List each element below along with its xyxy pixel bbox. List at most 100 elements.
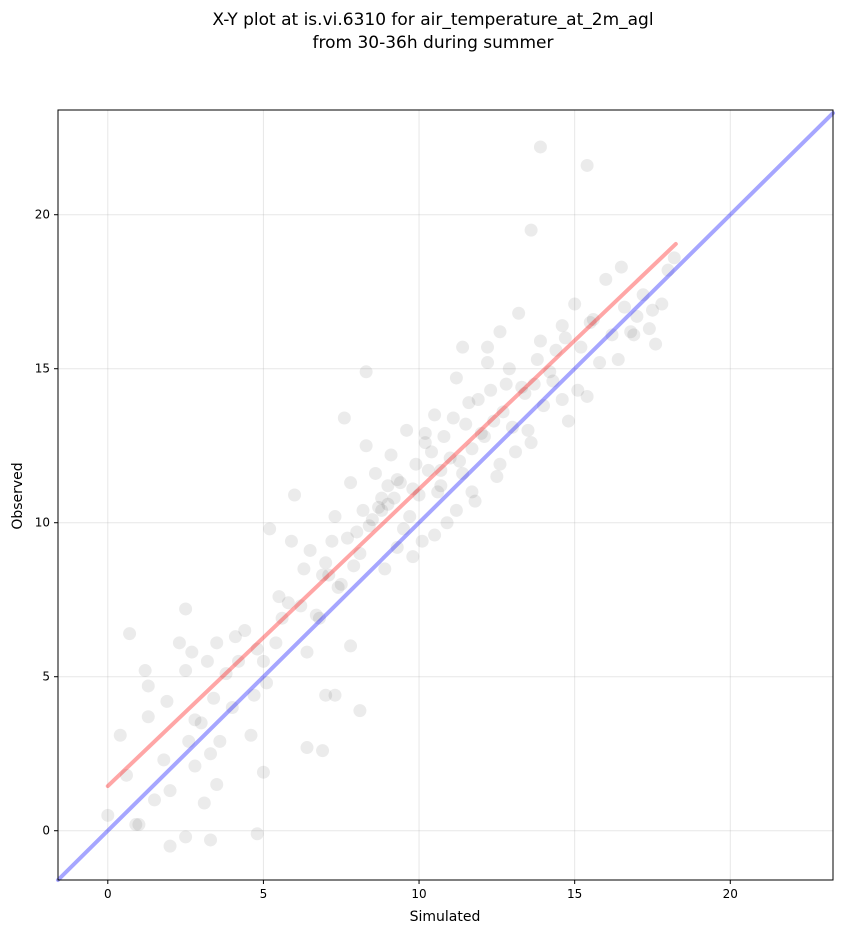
scatter-point [319,556,333,570]
scatter-point [375,503,389,517]
scatter-point [247,688,261,702]
chart-title-line-1: X-Y plot at is.vi.6310 for air_temperatu… [212,10,653,30]
scatter-point [372,500,386,514]
scatter-point [210,778,224,792]
scatter-point [384,448,398,462]
scatter-point [284,534,298,548]
scatter-point [359,365,373,379]
scatter-point [543,365,557,379]
scatter-point [512,306,526,320]
scatter-point [244,728,258,742]
scatter-point [390,473,404,487]
y-tick-label: 0 [42,824,50,838]
scatter-point [481,356,495,370]
scatter-point [456,340,470,354]
scatter-point [378,562,392,576]
scatter-point [219,667,233,681]
scatter-point [502,362,516,376]
scatter-point [381,479,395,493]
scatter-point [655,297,669,311]
scatter-point [627,328,641,342]
scatter-point [493,325,507,339]
scatter-point [113,728,127,742]
scatter-point [406,482,420,496]
scatter-point [297,562,311,576]
scatter-point [188,713,202,727]
scatter-point [350,525,364,539]
scatter-point [353,704,367,718]
scatter-point [263,522,277,536]
scatter-point [344,639,358,653]
scatter-point [303,543,317,557]
scatter-point [530,352,544,366]
scatter-point [316,568,330,582]
scatter-point [194,716,208,730]
scatter-point [533,140,547,154]
scatter-point [325,534,339,548]
x-tick-label: 0 [104,887,112,901]
scatter-point [319,688,333,702]
scatter-point [465,485,479,499]
scatter-point [524,223,538,237]
scatter-point [157,753,171,767]
scatter-point [424,445,438,459]
scatter-point [353,547,367,561]
identity-line-blue [56,111,835,882]
scatter-point [294,599,308,613]
scatter-point [443,451,457,465]
scatter-point [359,439,373,453]
scatter-point [368,466,382,480]
scatter-point [555,393,569,407]
scatter-point [521,423,535,437]
scatter-point [586,312,600,326]
scatter-point [356,503,370,517]
y-tick-label: 15 [35,362,50,376]
plot-frame [57,109,834,881]
scatter-point [141,679,155,693]
scatter-point [440,516,454,530]
scatter-point [337,411,351,425]
scatter-point [160,694,174,708]
scatter-point [605,328,619,342]
scatter-point [555,319,569,333]
scatter-point [387,491,401,505]
scatter-point [238,624,252,638]
scatter-point [465,442,479,456]
scatter-point [449,503,463,517]
scatter-point [347,559,361,573]
scatter-point [474,426,488,440]
scatter-point [418,426,432,440]
scatter-point [281,596,295,610]
scatter-point [331,580,345,594]
scatter-point [509,445,523,459]
scatter-point [340,531,354,545]
scatter-point [300,741,314,755]
y-tick-label: 10 [35,516,50,530]
scatter-point [269,636,283,650]
y-tick-label: 5 [42,670,50,684]
y-axis-label: Observed [10,462,26,529]
scatter-point [328,688,342,702]
scatter-point [101,808,115,822]
scatter-point [421,463,435,477]
scatter-point [428,528,442,542]
scatter-point [250,827,264,841]
scatter-point [661,263,675,277]
scatter-point [431,485,445,499]
scatter-point [213,734,227,748]
scatter-point [518,386,532,400]
scatter-point [617,300,631,314]
scatter-point [434,463,448,477]
scatter-point [580,389,594,403]
chart-title-line-2: from 30-36h during summer [313,33,554,53]
scatter-point [524,436,538,450]
scatter-point [179,830,193,844]
scatter-point [132,818,146,832]
scatter-point [275,611,289,625]
scatter-point [446,411,460,425]
scatter-point [406,550,420,564]
scatter-point [288,488,302,502]
scatter-point [549,343,563,357]
fit-line-red [105,241,678,789]
